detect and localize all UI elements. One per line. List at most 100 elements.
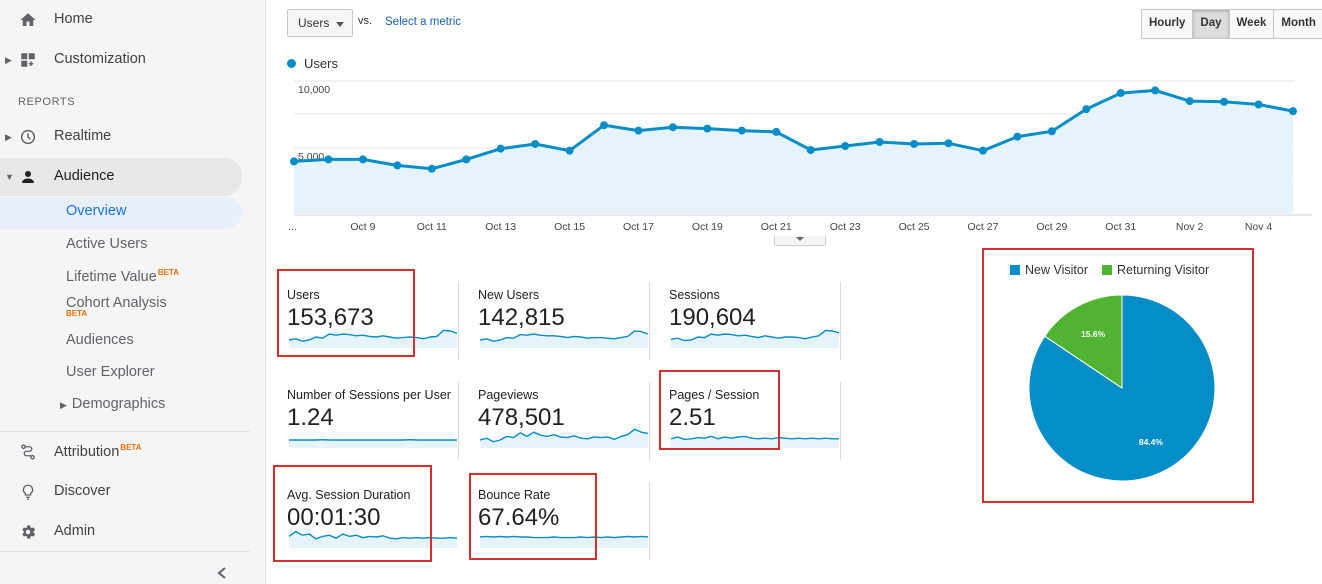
data-point[interactable] [1151, 86, 1160, 95]
y-tick-label: 10,000 [298, 84, 330, 96]
data-point[interactable] [427, 164, 436, 173]
card-divider [649, 482, 650, 560]
pie-legend: New Visitor Returning Visitor [1010, 263, 1209, 277]
scorecard-sessions[interactable]: Sessions 190,604 [659, 282, 841, 360]
metric-select[interactable]: Users [287, 9, 353, 37]
scorecard-pages-session[interactable]: Pages / Session 2.51 [659, 382, 841, 460]
data-point[interactable] [806, 146, 815, 155]
legend-new-visitor-label: New Visitor [1025, 263, 1088, 277]
granularity-toggle: Hourly Day Week Month [1141, 9, 1322, 39]
data-point[interactable] [875, 137, 884, 146]
data-point[interactable] [772, 127, 781, 136]
sub-item-active-users[interactable]: Active Users [66, 236, 147, 252]
data-point[interactable] [358, 155, 367, 164]
sub-item-demographics[interactable]: ▶ Demographics [60, 396, 165, 412]
data-point[interactable] [668, 123, 677, 132]
card-divider [458, 282, 459, 360]
person-icon [22, 171, 34, 183]
scorecard-number-of-sessions-per-user[interactable]: Number of Sessions per User 1.24 [277, 382, 459, 460]
chevron-down-icon [336, 22, 344, 27]
scorecard-pageviews[interactable]: Pageviews 478,501 [468, 382, 650, 460]
nav-realtime[interactable]: ▶ Realtime [0, 119, 242, 155]
data-point[interactable] [1289, 107, 1297, 116]
nav-attribution[interactable]: AttributionBETA [0, 434, 242, 470]
card-divider [649, 282, 650, 360]
data-point[interactable] [1185, 97, 1194, 106]
data-point[interactable] [1047, 127, 1056, 136]
lightbulb-icon [22, 484, 34, 500]
nav-home[interactable]: Home [0, 2, 242, 38]
nav-audience[interactable]: ▼ Audience [0, 158, 242, 196]
scorecard-value: 478,501 [478, 404, 565, 431]
data-point[interactable] [565, 146, 574, 155]
legend-returning-visitor-label: Returning Visitor [1116, 263, 1210, 277]
sub-item-overview[interactable]: Overview [0, 197, 242, 229]
card-divider [458, 382, 459, 460]
chart-collapse-toggle[interactable] [774, 236, 826, 246]
nav-audience-label: Audience [54, 168, 115, 184]
vs-label: vs. [358, 15, 373, 27]
x-tick-label: ... [288, 221, 297, 233]
data-point[interactable] [290, 157, 298, 166]
data-point[interactable] [910, 139, 919, 148]
legend-new-visitor[interactable]: New Visitor [1010, 263, 1088, 277]
data-point[interactable] [634, 126, 643, 135]
expand-arrow-icon[interactable]: ▶ [60, 400, 67, 410]
granularity-month-button[interactable]: Month [1274, 10, 1322, 38]
legend-returning-visitor[interactable]: Returning Visitor [1101, 263, 1210, 277]
x-tick-label: Oct 27 [967, 221, 998, 233]
x-tick-label: Nov 2 [1176, 221, 1204, 233]
data-point[interactable] [1254, 100, 1263, 109]
scorecard-bounce-rate[interactable]: Bounce Rate 67.64% [468, 482, 650, 560]
data-point[interactable] [737, 126, 746, 135]
x-tick-label: Oct 11 [417, 221, 447, 233]
scorecard-users[interactable]: Users 153,673 [277, 282, 459, 360]
data-point[interactable] [1220, 97, 1229, 106]
data-point[interactable] [600, 121, 609, 130]
data-point[interactable] [1013, 132, 1022, 141]
data-point[interactable] [1116, 89, 1125, 98]
scorecard-label: Sessions [669, 288, 720, 302]
sparkline-line [671, 435, 839, 441]
chevron-left-icon[interactable] [216, 566, 228, 580]
granularity-day-button[interactable]: Day [1193, 10, 1230, 38]
scorecard-value: 2.51 [669, 404, 716, 431]
data-point[interactable] [496, 144, 505, 153]
sidebar-divider [0, 431, 250, 432]
data-point[interactable] [1082, 105, 1091, 114]
data-point[interactable] [393, 161, 402, 170]
data-point[interactable] [944, 139, 953, 148]
data-point[interactable] [841, 141, 850, 150]
sparkline [480, 535, 649, 548]
x-tick-label: Oct 25 [899, 221, 930, 233]
scorecard-avg-session-duration[interactable]: Avg. Session Duration 00:01:30 [277, 482, 459, 560]
x-tick-label: Oct 15 [554, 221, 585, 233]
nav-discover[interactable]: Discover [0, 474, 242, 510]
nav-admin[interactable]: Admin [0, 514, 242, 550]
legend-swatch [1010, 264, 1020, 275]
granularity-hourly-button[interactable]: Hourly [1142, 10, 1194, 38]
sub-item-user-explorer-label: User Explorer [66, 364, 155, 380]
x-tick-label: Oct 19 [692, 221, 723, 233]
data-point[interactable] [324, 155, 333, 164]
data-point[interactable] [978, 146, 987, 155]
nav-customization[interactable]: ▶ Customization [0, 42, 242, 78]
sub-item-user-explorer[interactable]: User Explorer [66, 364, 155, 380]
nav-customization-label: Customization [54, 51, 146, 67]
x-tick-label: Oct 31 [1105, 221, 1136, 233]
sub-item-audiences[interactable]: Audiences [66, 332, 134, 348]
expand-arrow-icon[interactable]: ▶ [5, 55, 12, 65]
sparkline-area [289, 531, 457, 548]
data-point[interactable] [703, 124, 712, 133]
sub-item-cohort-analysis[interactable]: Cohort Analysis BETA [66, 295, 167, 318]
collapse-arrow-icon[interactable]: ▼ [5, 172, 14, 182]
x-tick-label: Oct 23 [830, 221, 861, 233]
scorecard-new-users[interactable]: New Users 142,815 [468, 282, 650, 360]
data-point[interactable] [531, 139, 540, 148]
sub-item-lifetime-value[interactable]: Lifetime ValueBETA [66, 268, 179, 285]
granularity-week-button[interactable]: Week [1229, 10, 1275, 38]
expand-arrow-icon[interactable]: ▶ [5, 132, 12, 142]
data-point[interactable] [462, 155, 471, 164]
pie-slice-returning-visitor[interactable] [1044, 294, 1123, 389]
select-metric-link[interactable]: Select a metric [385, 16, 462, 28]
